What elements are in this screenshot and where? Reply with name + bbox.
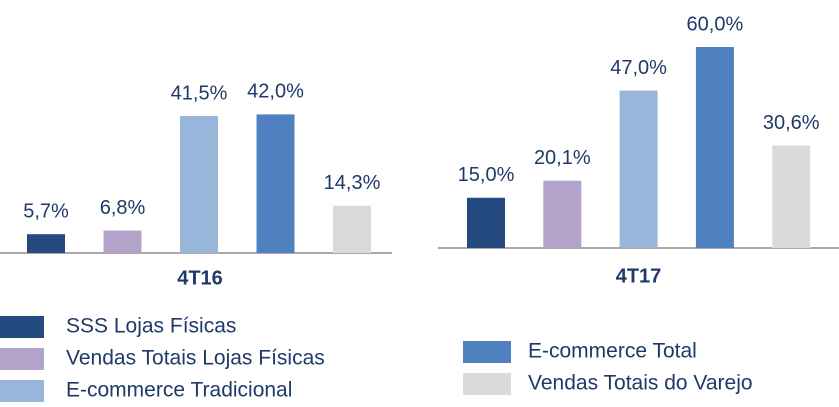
value-label: 5,7%	[23, 200, 69, 222]
value-label: 60,0%	[687, 13, 744, 35]
category-label: 4T17	[616, 265, 662, 287]
legend-label: Vendas Totais Lojas Físicas	[66, 347, 325, 370]
bar	[695, 47, 734, 248]
value-label: 41,5%	[171, 82, 228, 104]
legend-swatch	[0, 316, 44, 338]
legend-label: E-commerce Total	[528, 340, 697, 363]
bar	[27, 234, 65, 253]
bar	[772, 145, 811, 248]
legend-label: E-commerce Tradicional	[66, 379, 292, 402]
bar	[543, 180, 582, 248]
legend-swatch	[463, 373, 511, 395]
legend-swatch	[0, 348, 44, 370]
bar	[467, 197, 505, 248]
bar	[333, 205, 371, 253]
value-label: 30,6%	[763, 112, 820, 134]
legend-label: SSS Lojas Físicas	[66, 315, 236, 338]
bar	[619, 90, 658, 248]
value-label: 14,3%	[324, 172, 381, 194]
value-label: 47,0%	[610, 57, 667, 79]
category-label: 4T16	[177, 267, 223, 289]
value-label: 42,0%	[247, 81, 304, 103]
legend-swatch	[0, 380, 44, 402]
value-label: 20,1%	[534, 147, 591, 169]
bar	[103, 230, 142, 253]
legend-label: Vendas Totais do Varejo	[528, 372, 753, 395]
value-label: 6,8%	[100, 197, 146, 219]
bar	[180, 116, 218, 253]
legend-swatch	[463, 341, 511, 363]
value-label: 15,0%	[458, 164, 515, 186]
bar	[256, 114, 295, 254]
